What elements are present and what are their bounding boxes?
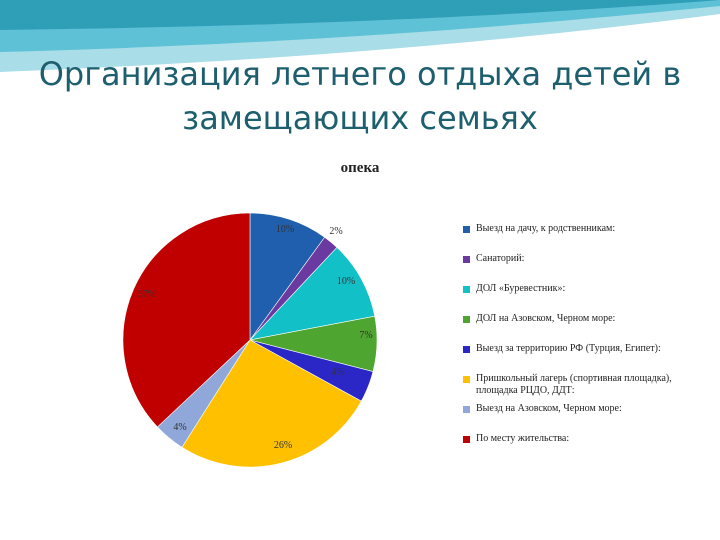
legend-swatch: [463, 436, 470, 443]
legend-swatch: [463, 406, 470, 413]
pie-slice-3: [249, 246, 376, 341]
pie-data-label-2: 2%: [329, 226, 342, 237]
legend-label: ДОЛ «Буревестник»:: [476, 283, 566, 294]
legend-label: Пришкольный лагерь (спортивная площадка)…: [476, 373, 672, 396]
pie-slice-6: [181, 339, 362, 468]
legend-label: Выезд на дачу, к родственникам:: [476, 223, 616, 234]
legend-label: Санаторий:: [476, 253, 525, 264]
legend-item: Выезд на Азовском, Черном море:: [463, 403, 713, 415]
pie-slice-1: [249, 212, 326, 341]
legend-swatch: [463, 316, 470, 323]
legend-item: По месту жительства:: [463, 433, 713, 445]
legend-label: ДОЛ на Азовском, Черном море:: [476, 313, 616, 324]
legend-item: Выезд за территорию РФ (Турция, Египет):: [463, 343, 713, 355]
pie-data-label-6: 26%: [274, 440, 292, 451]
legend-swatch: [463, 256, 470, 263]
chart-title: опека: [340, 160, 380, 176]
legend-swatch: [463, 346, 470, 353]
legend-label: Выезд на Азовском, Черном море:: [476, 403, 622, 414]
pie-data-label-4: 7%: [359, 330, 372, 341]
pie-slice-8: [122, 212, 251, 428]
pie-data-label-7: 4%: [173, 422, 186, 433]
pie-data-label-5: 4%: [331, 367, 344, 378]
legend-label: Выезд за территорию РФ (Турция, Египет):: [476, 343, 661, 354]
legend-item: Выезд на дачу, к родственникам:: [463, 223, 713, 235]
pie-data-label-1: 10%: [276, 224, 294, 235]
legend-item: Пришкольный лагерь (спортивная площадка)…: [463, 373, 713, 397]
legend-item: ДОЛ на Азовском, Черном море:: [463, 313, 713, 325]
slide-title: Организация летнего отдыха детей в замещ…: [38, 55, 682, 137]
header-swoosh: [0, 0, 720, 72]
legend-label: По месту жительства:: [476, 433, 570, 444]
legend-swatch: [463, 376, 470, 383]
legend-item: ДОЛ «Буревестник»:: [463, 283, 713, 295]
swoosh-band-dark: [0, 0, 720, 30]
pie-data-label-3: 10%: [337, 276, 355, 287]
legend-swatch: [463, 226, 470, 233]
legend-item: Санаторий:: [463, 253, 713, 265]
legend-swatch: [463, 286, 470, 293]
pie-data-label-8: 37%: [138, 289, 156, 300]
